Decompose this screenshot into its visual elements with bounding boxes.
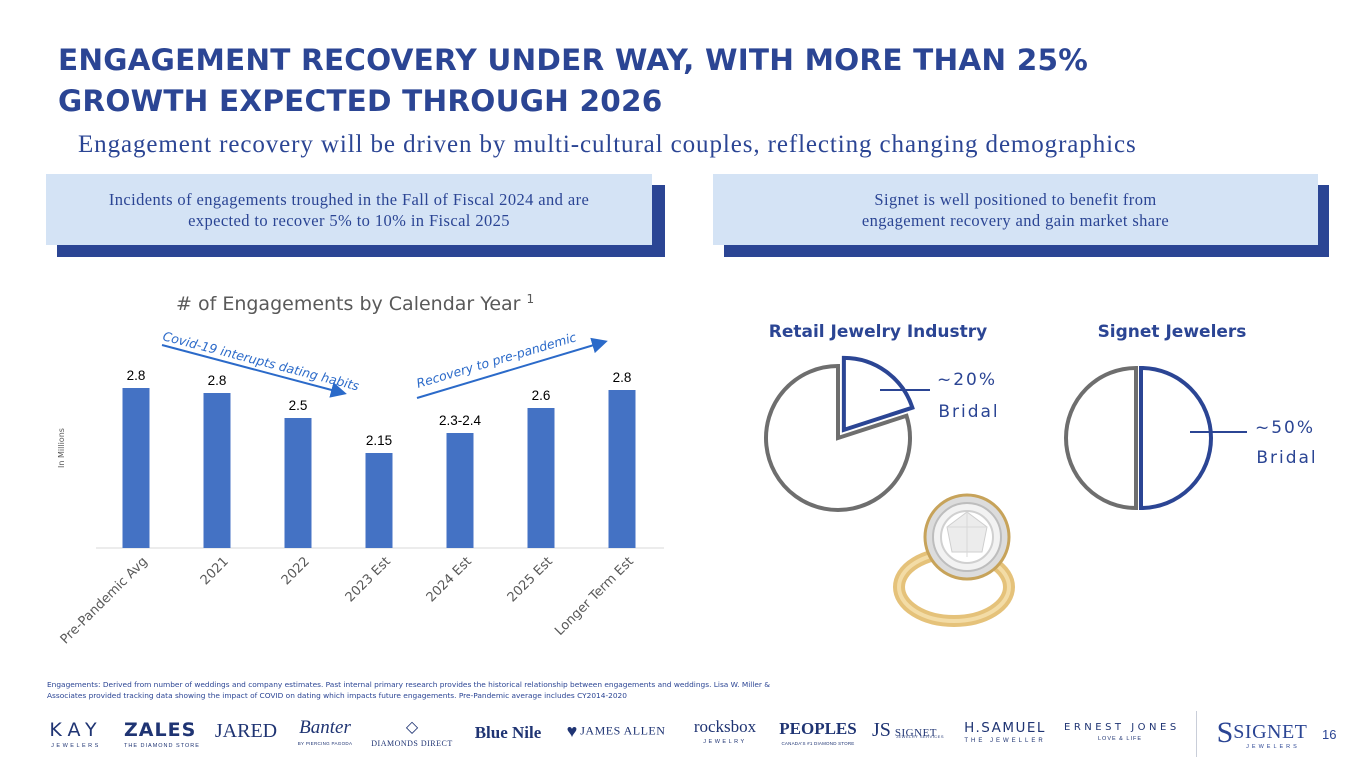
signet-bridal-label: Bridal (1256, 448, 1317, 468)
bars-group (122, 388, 636, 548)
recovery-annotation: Recovery to pre-pandemic (415, 329, 579, 391)
page-title: ENGAGEMENT RECOVERY UNDER WAY, WITH MORE… (58, 40, 1258, 122)
logo-h-samuel: H.SAMUEL THE JEWELLER (964, 720, 1046, 744)
logo-ernest-jones: ERNEST JONES LOVE & LIFE (1064, 722, 1180, 742)
x-tick-label-5: 2025 Est (505, 554, 556, 605)
bar-1 (203, 393, 231, 548)
bar-6 (608, 390, 636, 548)
logo-banter: Banter BY PIERCING PAGODA (297, 717, 353, 746)
logo-blue-nile: Blue Nile (474, 723, 542, 742)
footnote: Engagements: Derived from number of wedd… (47, 680, 927, 701)
covid-annotation: Covid-19 interupts dating habits (161, 328, 361, 393)
callout-right-line-2: engagement recovery and gain market shar… (861, 210, 1170, 230)
bar-data-label-1: 2.8 (208, 373, 227, 388)
x-tick-label-3: 2023 Est (343, 554, 394, 605)
bar-0 (122, 388, 150, 548)
page-number: 16 (1322, 727, 1337, 742)
industry-pct-label: ~20% (937, 370, 997, 390)
bar-2 (284, 418, 312, 548)
footnote-line-1: Engagements: Derived from number of wedd… (47, 680, 771, 689)
bar-data-label-4: 2.3-2.4 (439, 413, 482, 428)
logo-james-allen: ♥ JAMES ALLEN (566, 721, 666, 741)
page-subtitle: Engagement recovery will be driven by mu… (78, 131, 1137, 158)
callout-right-line-1: Signet is well positioned to benefit fro… (874, 189, 1157, 209)
logo-rocksbox: rocksbox JEWELRY (693, 717, 757, 745)
callout-left-line-2: expected to recover 5% to 10% in Fiscal … (188, 210, 510, 230)
bar-labels-group: 2.8 2.8 2.5 2.15 2.3-2.4 2.6 2.8 (127, 368, 632, 448)
bar-chart-title: # of Engagements by Calendar Year 1 (176, 292, 534, 315)
diamond-icon: ◇ (405, 719, 419, 736)
x-tick-label-4: 2024 Est (424, 554, 475, 605)
bar-data-label-6: 2.8 (613, 370, 632, 385)
bar-data-label-5: 2.6 (532, 388, 551, 403)
logo-kay: KAY JEWELERS (49, 719, 103, 749)
bar-3 (365, 453, 393, 548)
x-tick-label-0: Pre-Pandemic Avg (58, 554, 151, 647)
logo-signet-jewelers: SSIGNET JEWELERS (1216, 716, 1308, 750)
logo-divider (1196, 711, 1197, 757)
bar-4 (446, 433, 474, 548)
footnote-line-2: Associates provided tracking data showin… (47, 690, 627, 700)
pie-signet-slice-1 (1064, 365, 1138, 511)
recovery-arrow (416, 337, 608, 399)
brand-logo-bar: KAY JEWELERS ZALES THE DIAMOND STORE JAR… (0, 705, 1365, 765)
pie-signet-slice-0 (1139, 365, 1213, 511)
industry-bridal-label: Bridal (938, 402, 999, 422)
signet-pct-label: ~50% (1255, 418, 1315, 438)
x-tick-label-2: 2022 (279, 554, 313, 588)
pie-signet (1064, 365, 1213, 511)
title-line-2: GROWTH EXPECTED THROUGH 2026 (58, 84, 663, 118)
engagement-ring-image (893, 493, 1015, 627)
pie-industry-title: Retail Jewelry Industry (769, 322, 988, 342)
pie-industry-slice-1 (764, 363, 912, 512)
x-tick-label-1: 2021 (198, 554, 232, 588)
heart-icon: ♥ (566, 721, 578, 741)
pie-signet-title: Signet Jewelers (1098, 322, 1247, 342)
bar-data-label-3: 2.15 (366, 433, 392, 448)
bar-chart-title-sup: 1 (527, 292, 535, 306)
bar-5 (527, 408, 555, 548)
callout-left-line-1: Incidents of engagements troughed in the… (108, 189, 590, 209)
x-tick-labels: Pre-Pandemic Avg 2021 2022 2023 Est 2024 Est… (58, 554, 637, 647)
bar-data-label-2: 2.5 (289, 398, 308, 413)
logo-peoples: PEOPLES CANADA'S #1 DIAMOND STORE (779, 719, 857, 746)
logo-diamonds-direct: ◇ DIAMONDS DIRECT (368, 717, 456, 748)
logo-zales: ZALES THE DIAMOND STORE (124, 719, 200, 749)
logo-signet-jewelry-services: JS SIGNET JEWELRY SERVICES (872, 719, 945, 741)
pie-industry (764, 355, 915, 512)
logo-jared: JARED (214, 720, 278, 742)
pie-industry-slice-0 (841, 355, 915, 433)
x-tick-label-6: Longer Term Est (552, 554, 637, 639)
title-line-1: ENGAGEMENT RECOVERY UNDER WAY, WITH MORE… (58, 43, 1088, 77)
bar-chart-title-text: # of Engagements by Calendar Year (176, 293, 521, 315)
covid-arrow (161, 344, 347, 398)
bar-data-label-0: 2.8 (127, 368, 146, 383)
y-axis-label: In Millions (57, 428, 66, 468)
